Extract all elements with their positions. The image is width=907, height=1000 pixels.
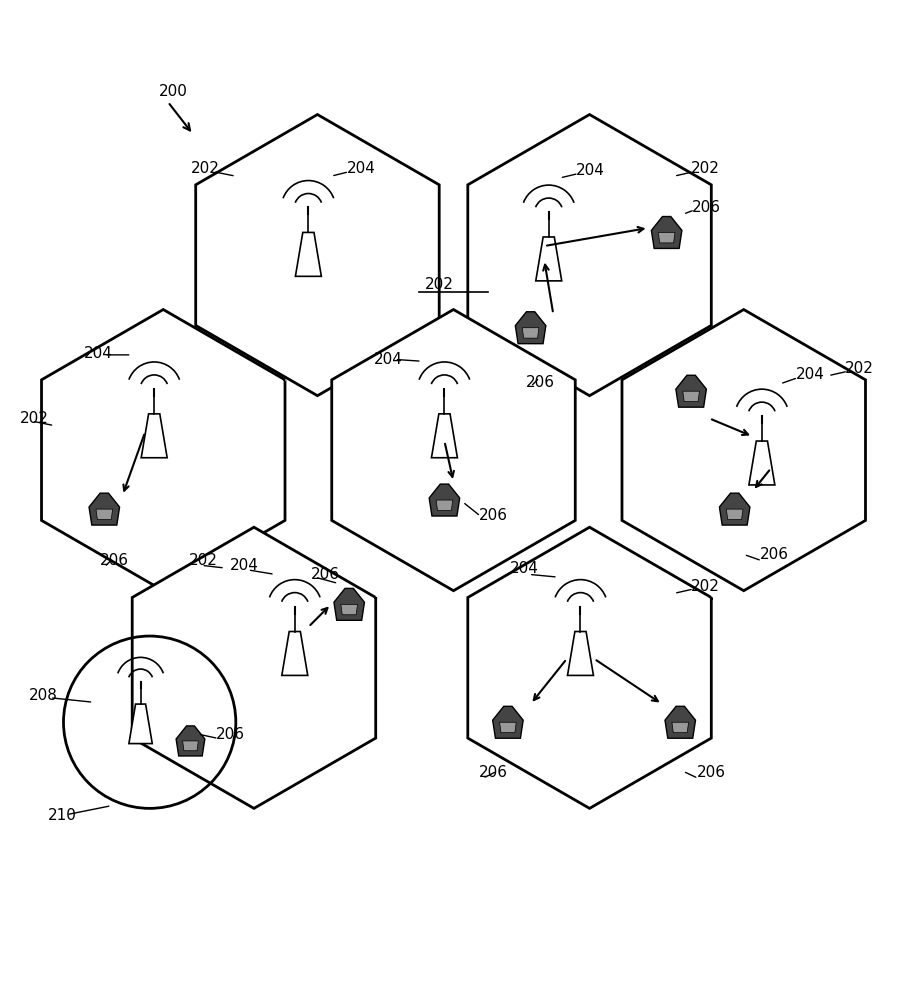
Text: 206: 206 xyxy=(697,765,726,780)
Text: 206: 206 xyxy=(100,553,129,568)
Polygon shape xyxy=(436,500,453,510)
Text: 202: 202 xyxy=(845,361,874,376)
Polygon shape xyxy=(536,237,561,281)
Text: 202: 202 xyxy=(190,161,219,176)
Polygon shape xyxy=(341,604,357,615)
Polygon shape xyxy=(468,115,711,396)
Polygon shape xyxy=(42,310,285,591)
Polygon shape xyxy=(296,232,321,276)
Text: 204: 204 xyxy=(374,352,403,367)
Polygon shape xyxy=(672,722,688,733)
Text: 202: 202 xyxy=(691,161,720,176)
Polygon shape xyxy=(522,328,539,338)
Polygon shape xyxy=(89,493,120,525)
Polygon shape xyxy=(651,217,682,248)
Text: 206: 206 xyxy=(479,765,508,780)
Polygon shape xyxy=(683,391,699,402)
Text: 204: 204 xyxy=(510,561,539,576)
Polygon shape xyxy=(622,310,865,591)
Text: 202: 202 xyxy=(424,277,454,292)
Text: 206: 206 xyxy=(479,508,508,523)
Polygon shape xyxy=(500,722,516,733)
Polygon shape xyxy=(568,632,593,675)
Polygon shape xyxy=(468,527,711,808)
Polygon shape xyxy=(334,588,365,620)
Text: 210: 210 xyxy=(48,808,77,823)
Polygon shape xyxy=(282,632,307,675)
Text: 206: 206 xyxy=(311,567,340,582)
Polygon shape xyxy=(493,706,523,738)
Polygon shape xyxy=(429,484,460,516)
Polygon shape xyxy=(719,493,750,525)
Text: 202: 202 xyxy=(691,579,720,594)
Text: 200: 200 xyxy=(159,84,188,99)
Text: 202: 202 xyxy=(20,411,49,426)
Text: 204: 204 xyxy=(576,163,605,178)
Text: 204: 204 xyxy=(229,558,258,573)
Polygon shape xyxy=(515,312,546,344)
Text: 204: 204 xyxy=(796,367,825,382)
Polygon shape xyxy=(432,414,457,458)
Polygon shape xyxy=(141,414,167,458)
Text: 206: 206 xyxy=(526,375,555,390)
Text: 204: 204 xyxy=(346,161,375,176)
Polygon shape xyxy=(196,115,439,396)
Polygon shape xyxy=(332,310,575,591)
Text: 206: 206 xyxy=(216,727,245,742)
Text: 202: 202 xyxy=(189,553,218,568)
Polygon shape xyxy=(658,232,675,243)
Polygon shape xyxy=(665,706,696,738)
Text: 206: 206 xyxy=(760,547,789,562)
Polygon shape xyxy=(676,375,707,407)
Text: 204: 204 xyxy=(83,346,112,361)
Text: 206: 206 xyxy=(692,200,721,215)
Polygon shape xyxy=(176,726,205,756)
Polygon shape xyxy=(129,704,152,744)
Text: 208: 208 xyxy=(29,688,58,703)
Polygon shape xyxy=(132,527,375,808)
Polygon shape xyxy=(727,509,743,520)
Polygon shape xyxy=(749,441,775,485)
Polygon shape xyxy=(96,509,112,520)
Polygon shape xyxy=(182,741,199,751)
